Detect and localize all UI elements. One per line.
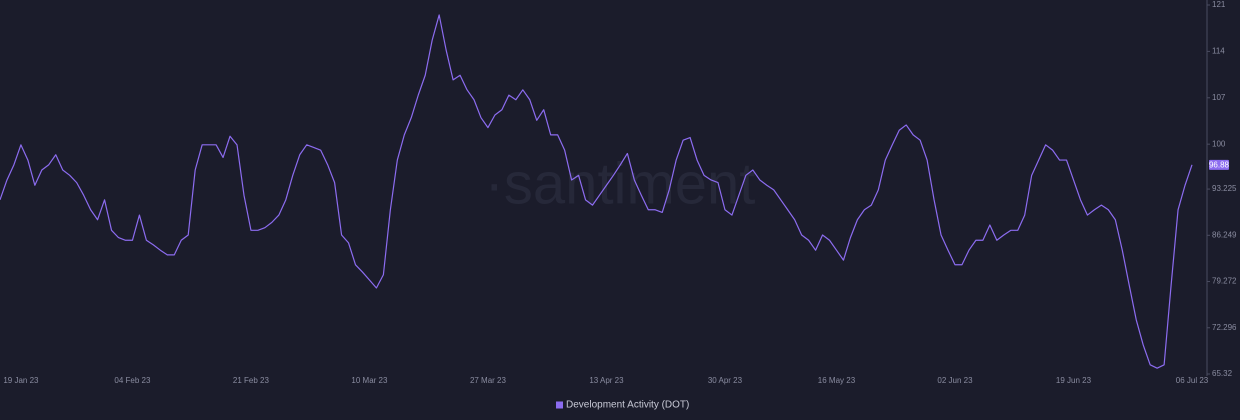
x-tick-label: 10 Mar 23 xyxy=(351,376,388,385)
y-tick-label: 114 xyxy=(1212,46,1225,55)
x-tick-label: 16 May 23 xyxy=(818,376,856,385)
x-tick-label: 13 Apr 23 xyxy=(589,376,624,385)
watermark: ·santiment xyxy=(485,151,756,216)
y-tick-label: 79.272 xyxy=(1212,277,1237,286)
legend-swatch xyxy=(556,401,563,409)
x-tick-label: 06 Jul 23 xyxy=(1176,376,1209,385)
legend-label: Development Activity (DOT) xyxy=(566,400,689,411)
series-line xyxy=(0,14,1193,369)
x-tick-label: 02 Jun 23 xyxy=(937,376,973,385)
y-tick-label: 72.296 xyxy=(1212,323,1237,332)
x-tick-label: 30 Apr 23 xyxy=(708,376,743,385)
last-value-badge xyxy=(1209,159,1229,170)
x-tick-label: 19 Jan 23 xyxy=(3,376,39,385)
y-tick-label: 86.249 xyxy=(1212,230,1237,239)
x-tick-label: 19 Jun 23 xyxy=(1056,376,1092,385)
y-tick-label: 121 xyxy=(1212,0,1226,9)
last-value-label: 96.88 xyxy=(1209,160,1230,169)
y-tick-label: 100 xyxy=(1212,139,1226,148)
y-tick-label: 107 xyxy=(1212,93,1226,102)
x-tick-label: 04 Feb 23 xyxy=(114,376,151,385)
x-tick-label: 27 Mar 23 xyxy=(470,376,507,385)
y-tick-label: 93.225 xyxy=(1212,184,1237,193)
y-tick-label: 65.32 xyxy=(1212,369,1233,378)
x-tick-label: 21 Feb 23 xyxy=(233,376,270,385)
